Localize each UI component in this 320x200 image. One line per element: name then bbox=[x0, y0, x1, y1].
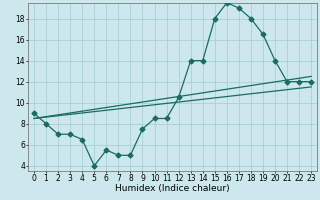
X-axis label: Humidex (Indice chaleur): Humidex (Indice chaleur) bbox=[115, 184, 230, 193]
